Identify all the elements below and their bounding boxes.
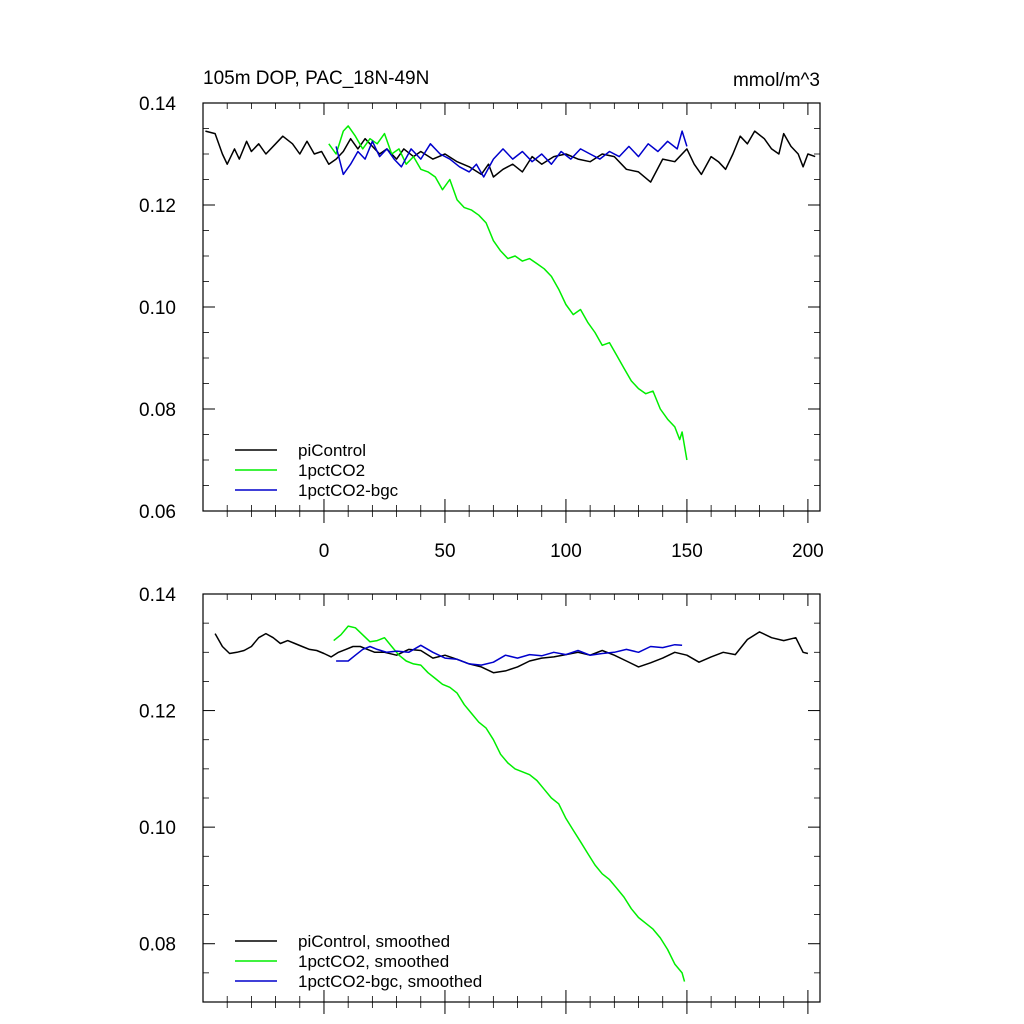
- series-line-2: [336, 643, 683, 666]
- legend-label: 1pctCO2-bgc: [298, 481, 399, 500]
- x-tick-label: 0: [319, 541, 330, 562]
- legend-label: piControl: [298, 441, 366, 460]
- series-line-2: [335, 130, 688, 178]
- y-tick-label: 0.06: [139, 502, 176, 523]
- series-line-0: [205, 130, 816, 183]
- bottom-plot-frame: [202, 593, 821, 1003]
- y-tick-label: 0.08: [139, 935, 176, 956]
- bottom-plot-lines: [214, 625, 809, 982]
- legend-label: 1pctCO2, smoothed: [298, 952, 449, 971]
- y-tick-label: 0.12: [139, 196, 176, 217]
- x-tick-label: 150: [671, 541, 703, 562]
- x-tick-label: 50: [434, 541, 455, 562]
- y-tick-label: 0.14: [139, 94, 176, 115]
- bottom-axes-ticks: 0.08 0.10 0.12 0.14: [139, 585, 820, 1014]
- top-panel: 105m DOP, PAC_18N-49N mmol/m^3 0 50 100 150…: [139, 68, 824, 562]
- legend-label: piControl, smoothed: [298, 932, 450, 951]
- y-tick-label: 0.10: [139, 818, 176, 839]
- y-tick-label: 0.12: [139, 702, 176, 723]
- legend-label: 1pctCO2-bgc, smoothed: [298, 972, 482, 991]
- legend-label: 1pctCO2: [298, 461, 365, 480]
- x-tick-label: 100: [550, 541, 582, 562]
- y-tick-label: 0.08: [139, 400, 176, 421]
- series-line-1: [333, 625, 686, 982]
- units-label: mmol/m^3: [733, 70, 820, 91]
- top-plot-lines: [205, 125, 816, 461]
- x-tick-label: 200: [792, 541, 824, 562]
- series-line-1: [328, 125, 688, 461]
- chart-title: 105m DOP, PAC_18N-49N: [203, 68, 429, 89]
- top-plot-frame: [202, 102, 821, 512]
- y-tick-label: 0.10: [139, 298, 176, 319]
- y-tick-label: 0.14: [139, 585, 176, 606]
- bottom-panel: 0.080.100.120.14 piControl, smoothed1pct…: [139, 585, 821, 1014]
- top-axes-ticks: 0 50 100 150 200 0.06 0.08 0.10 0.12 0.14: [139, 94, 824, 562]
